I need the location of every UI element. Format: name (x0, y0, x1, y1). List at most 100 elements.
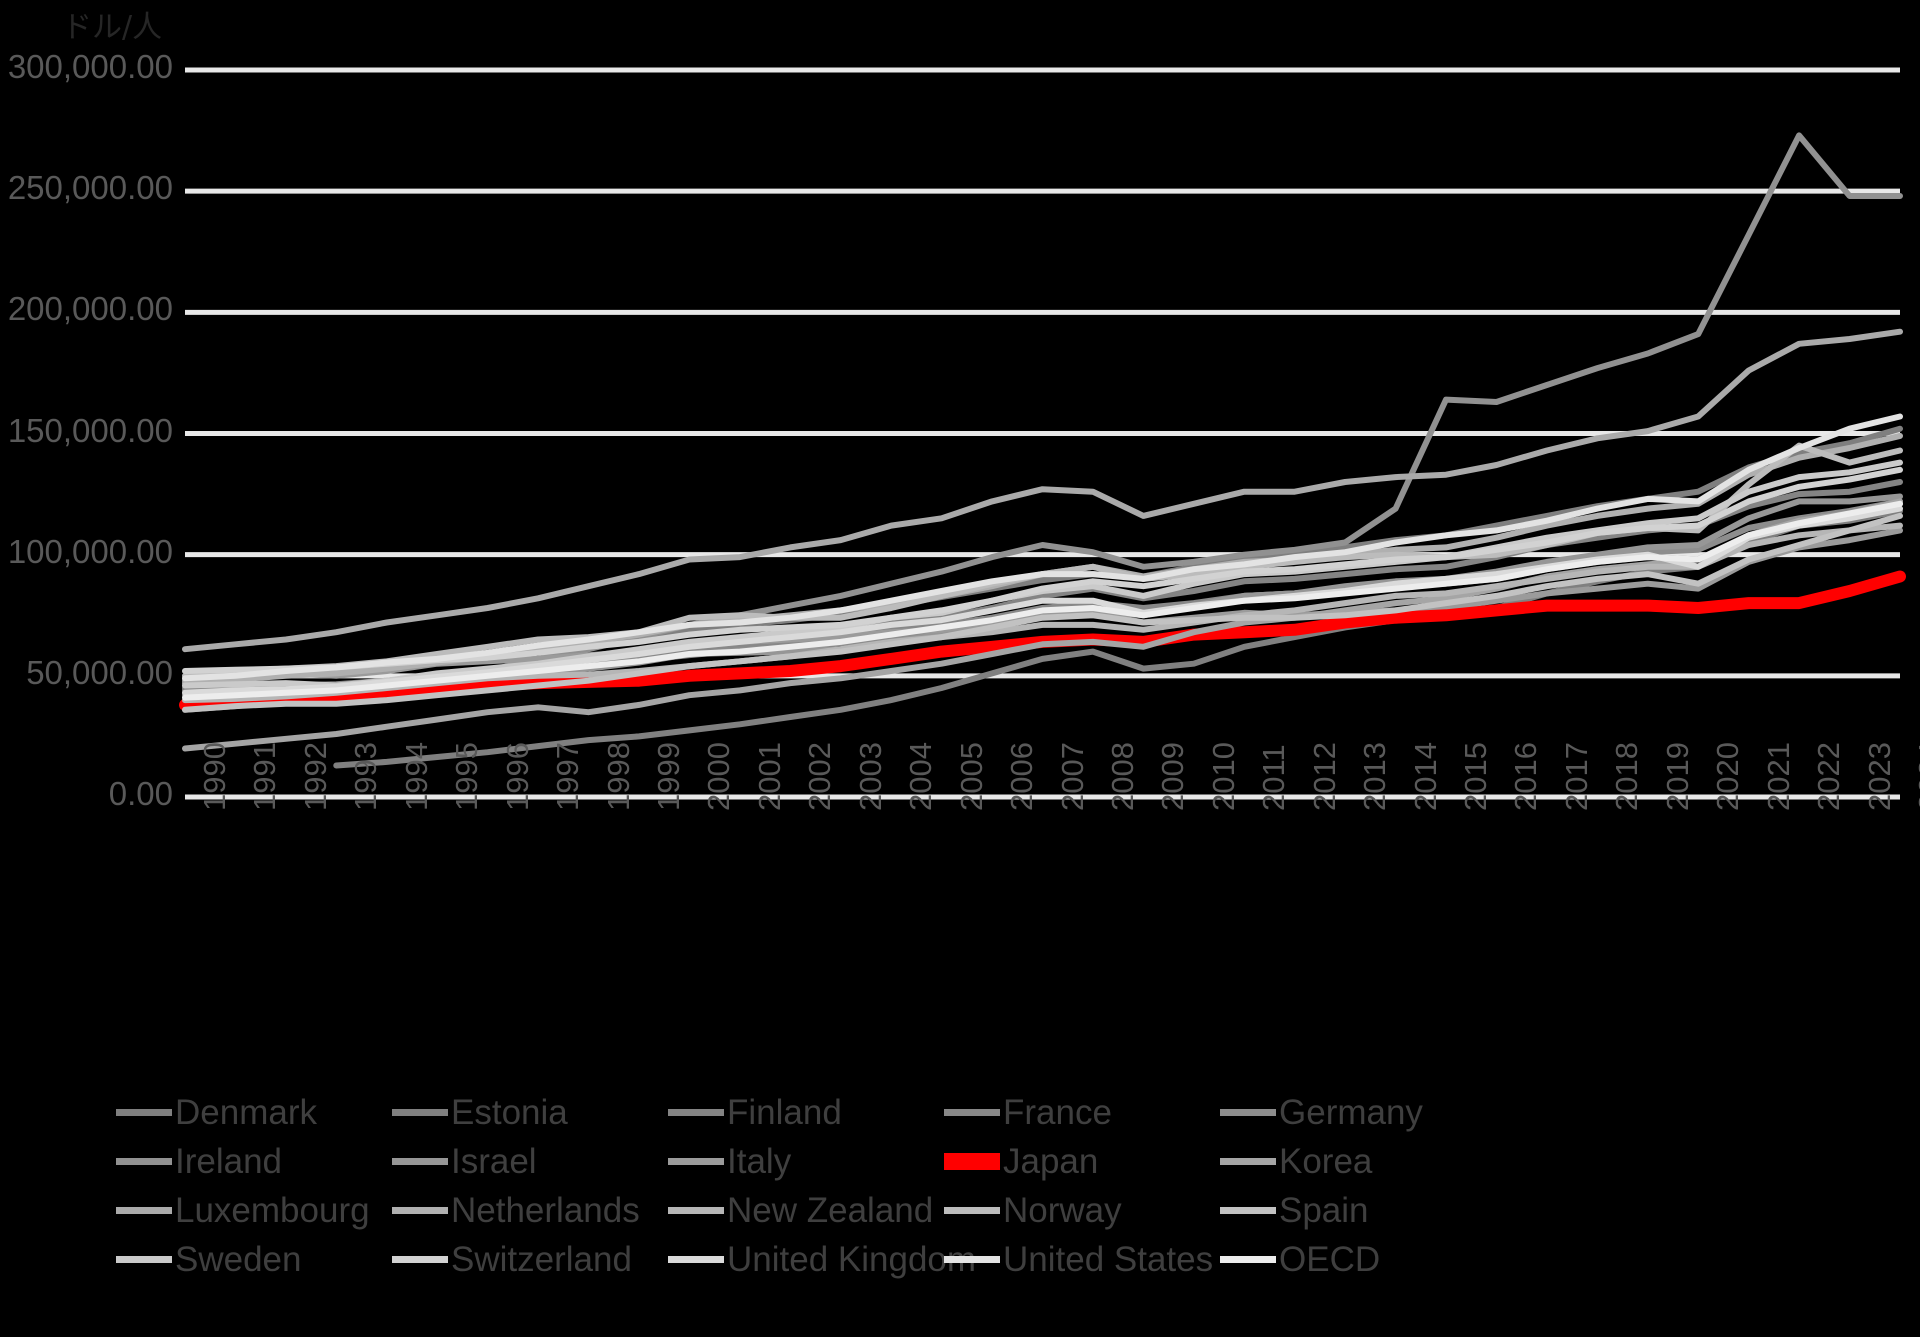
x-axis-tick: 1994 (398, 742, 434, 811)
legend-item-spain[interactable]: Spain (1220, 1193, 1496, 1228)
x-axis-tick: 2015 (1458, 742, 1494, 811)
y-axis-tick: 250,000.00 (7, 169, 173, 207)
series-line-oecd (182, 500, 1903, 701)
x-axis-tick: 2019 (1659, 742, 1695, 811)
x-axis-tick: 1993 (348, 742, 384, 811)
legend-item-sweden[interactable]: Sweden (116, 1242, 392, 1277)
legend-swatch-icon (116, 1207, 172, 1214)
legend-item-netherlands[interactable]: Netherlands (392, 1193, 668, 1228)
x-axis-tick: 1999 (650, 742, 686, 811)
legend-item-germany[interactable]: Germany (1220, 1095, 1496, 1130)
x-axis-tick: 2023 (1861, 742, 1897, 811)
x-axis-tick: 2000 (701, 742, 737, 811)
legend-label: Norway (1003, 1191, 1122, 1230)
legend-item-ireland[interactable]: Ireland (116, 1144, 392, 1179)
y-axis-unit-label: ドル/人 (62, 10, 163, 45)
plot-area (179, 67, 1906, 800)
legend-item-israel[interactable]: Israel (392, 1144, 668, 1179)
legend-label: Spain (1279, 1191, 1369, 1230)
x-axis-tick: 2004 (903, 742, 939, 811)
legend-swatch-icon (1220, 1158, 1276, 1165)
legend-swatch-icon (944, 1109, 1000, 1116)
plot-svg (179, 67, 1906, 800)
y-axis-tick: 150,000.00 (7, 411, 173, 449)
legend-label: Israel (451, 1142, 537, 1181)
legend-label: Netherlands (451, 1191, 640, 1230)
legend-item-finland[interactable]: Finland (668, 1095, 944, 1130)
legend-item-denmark[interactable]: Denmark (116, 1095, 392, 1130)
x-axis-tick: 1995 (449, 742, 485, 811)
legend-swatch-icon (668, 1158, 724, 1165)
legend-item-new-zealand[interactable]: New Zealand (668, 1193, 944, 1228)
legend-item-oecd[interactable]: OECD (1220, 1242, 1496, 1277)
x-axis-tick: 2006 (1004, 742, 1040, 811)
legend-label: Germany (1279, 1093, 1423, 1132)
legend-swatch-icon (116, 1158, 172, 1165)
legend-item-france[interactable]: France (944, 1095, 1220, 1130)
x-axis-tick: 2021 (1760, 742, 1796, 811)
chart-legend: Denmark Estonia Finland France Germany Irelan… (116, 1088, 1916, 1284)
legend-swatch-icon (392, 1256, 448, 1263)
x-axis-tick: 2017 (1558, 742, 1594, 811)
y-axis-tick: 50,000.00 (26, 653, 173, 691)
legend-swatch-icon (944, 1207, 1000, 1214)
legend-item-united-kingdom[interactable]: United Kingdom (668, 1242, 976, 1277)
x-axis-tick: 2003 (852, 742, 888, 811)
x-axis-tick: 1991 (247, 742, 283, 811)
legend-item-italy[interactable]: Italy (668, 1144, 944, 1179)
legend-label: France (1003, 1093, 1112, 1132)
y-axis-tick: 300,000.00 (7, 48, 173, 85)
x-axis-tick: 2012 (1306, 742, 1342, 811)
legend-swatch-icon (944, 1153, 1000, 1170)
x-axis-tick: 2020 (1710, 742, 1746, 811)
legend-label: Finland (727, 1093, 842, 1132)
x-axis-tick: 2014 (1407, 742, 1443, 811)
x-axis-tick: 1990 (197, 742, 232, 811)
legend-item-norway[interactable]: Norway (944, 1193, 1220, 1228)
x-axis-tick: 2010 (1205, 742, 1241, 811)
legend-item-estonia[interactable]: Estonia (392, 1095, 668, 1130)
y-axis-tick: 100,000.00 (7, 532, 173, 570)
legend-row: Denmark Estonia Finland France Germany (116, 1088, 1916, 1137)
y-axis-tick: 0.00 (108, 775, 173, 812)
legend-swatch-icon (116, 1109, 172, 1116)
legend-swatch-icon (1220, 1207, 1276, 1214)
legend-item-korea[interactable]: Korea (1220, 1144, 1496, 1179)
x-axis-tick: 1996 (499, 742, 535, 811)
legend-item-united-states[interactable]: United States (944, 1242, 1220, 1277)
legend-item-switzerland[interactable]: Switzerland (392, 1242, 668, 1277)
x-axis-tick: 2013 (1357, 742, 1393, 811)
legend-item-luxembourg[interactable]: Luxembourg (116, 1193, 392, 1228)
legend-swatch-icon (668, 1109, 724, 1116)
x-axis-tick: 1997 (550, 742, 586, 811)
x-axis-tick: 2007 (1054, 742, 1090, 811)
legend-swatch-icon (668, 1207, 724, 1214)
legend-row: Sweden Switzerland United Kingdom United St… (116, 1235, 1916, 1284)
series-line-luxembourg (182, 328, 1903, 653)
legend-label: Switzerland (451, 1240, 632, 1279)
legend-swatch-icon (392, 1109, 448, 1116)
legend-swatch-icon (944, 1256, 1000, 1263)
legend-label: United Kingdom (727, 1240, 977, 1279)
legend-label: Ireland (175, 1142, 283, 1181)
legend-swatch-icon (1220, 1109, 1276, 1116)
x-axis-tick: 2022 (1811, 742, 1847, 811)
legend-swatch-icon (392, 1207, 448, 1214)
legend-label: Luxembourg (175, 1191, 370, 1230)
legend-row: Ireland Israel Italy Japan Korea (116, 1137, 1916, 1186)
legend-swatch-icon (668, 1256, 724, 1263)
legend-swatch-icon (116, 1256, 172, 1263)
x-axis-tick: 2009 (1155, 742, 1191, 811)
x-axis-tick: 2008 (1104, 742, 1140, 811)
y-axis-tick: 200,000.00 (7, 290, 173, 328)
x-axis-tick: 2016 (1508, 742, 1544, 811)
legend-label: Denmark (175, 1093, 317, 1132)
legend-label: Estonia (451, 1093, 568, 1132)
x-axis-tick: 2005 (953, 742, 989, 811)
legend-item-japan[interactable]: Japan (944, 1144, 1220, 1179)
legend-label: New Zealand (727, 1191, 934, 1230)
legend-label: OECD (1279, 1240, 1381, 1279)
series-line-spain (182, 512, 1903, 713)
legend-label: Sweden (175, 1240, 302, 1279)
